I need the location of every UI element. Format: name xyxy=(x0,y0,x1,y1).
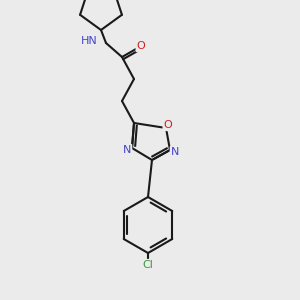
Text: N: N xyxy=(123,145,131,155)
Text: O: O xyxy=(164,120,172,130)
Text: N: N xyxy=(171,147,179,157)
Text: Cl: Cl xyxy=(142,260,153,270)
Text: HN: HN xyxy=(81,36,98,46)
Text: O: O xyxy=(136,41,146,51)
